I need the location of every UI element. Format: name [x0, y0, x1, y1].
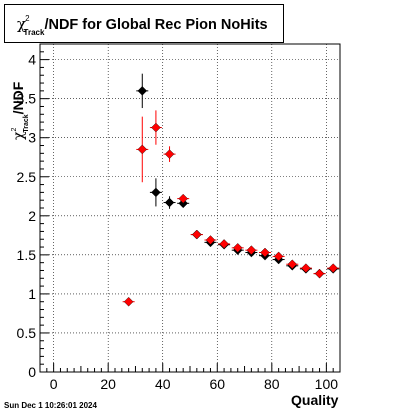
data-point [260, 247, 270, 258]
data-point [273, 251, 284, 262]
y-tick-label: 3 [28, 130, 36, 146]
title-subscript: Track [23, 28, 45, 37]
y-tick-label: 4 [28, 52, 36, 68]
data-point [192, 229, 202, 240]
tick-layer: 0 20 40 60 80 100 0 0.5 1 1.5 2 2.5 3 3.5 4 [17, 43, 341, 392]
data-point [164, 149, 175, 159]
x-tick-label: 60 [209, 376, 225, 392]
data-point [164, 197, 175, 208]
x-tick-label: 0 [50, 376, 58, 392]
series-2 [122, 110, 340, 307]
y-tick-label: 1 [28, 286, 36, 302]
y-tick-label: 3.5 [17, 91, 37, 107]
y-tick-label: 0.5 [17, 325, 37, 341]
x-tick-label: 80 [264, 376, 280, 392]
chart-title-box: χ2 Track/NDF for Global Rec Pion NoHits [4, 4, 284, 43]
title-chi-symbol: χ [17, 15, 27, 33]
plot-frame [39, 43, 341, 373]
data-point [178, 193, 188, 204]
data-point [123, 296, 134, 307]
grid-layer [40, 44, 340, 373]
data-point [301, 263, 311, 273]
ylabel-main-text: /NDF [10, 81, 26, 115]
data-point [328, 263, 338, 273]
data-point [232, 243, 243, 253]
y-axis-label: χ2 Track/NDF [10, 82, 30, 140]
y-tick-label: 1.5 [17, 247, 37, 263]
data-point [151, 187, 161, 198]
series-layer [122, 73, 340, 307]
y-tick-label: 2 [28, 208, 36, 224]
x-tick-label: 20 [100, 376, 116, 392]
data-point [137, 144, 148, 155]
data-point [205, 235, 216, 245]
data-point [137, 86, 148, 96]
ylabel-superscript: 2 [11, 127, 18, 132]
x-tick-label: 100 [315, 376, 339, 392]
timestamp: Sun Dec 1 10:26:01 2024 [4, 401, 97, 410]
chart-title: χ2 Track/NDF for Global Rec Pion NoHits [17, 14, 268, 37]
x-tick-label: 40 [155, 376, 171, 392]
data-point [246, 245, 257, 255]
data-point [219, 239, 229, 249]
ylabel-subscript: Track [23, 114, 30, 133]
title-superscript: 2 [25, 14, 30, 23]
x-axis-label: Quality [291, 392, 339, 408]
y-tick-label: 2.5 [17, 169, 37, 185]
data-point [287, 259, 298, 270]
title-main-text: /NDF for Global Rec Pion NoHits [44, 17, 268, 33]
data-point [314, 268, 325, 279]
y-tick-label: 0 [28, 364, 36, 380]
data-point [151, 122, 161, 133]
